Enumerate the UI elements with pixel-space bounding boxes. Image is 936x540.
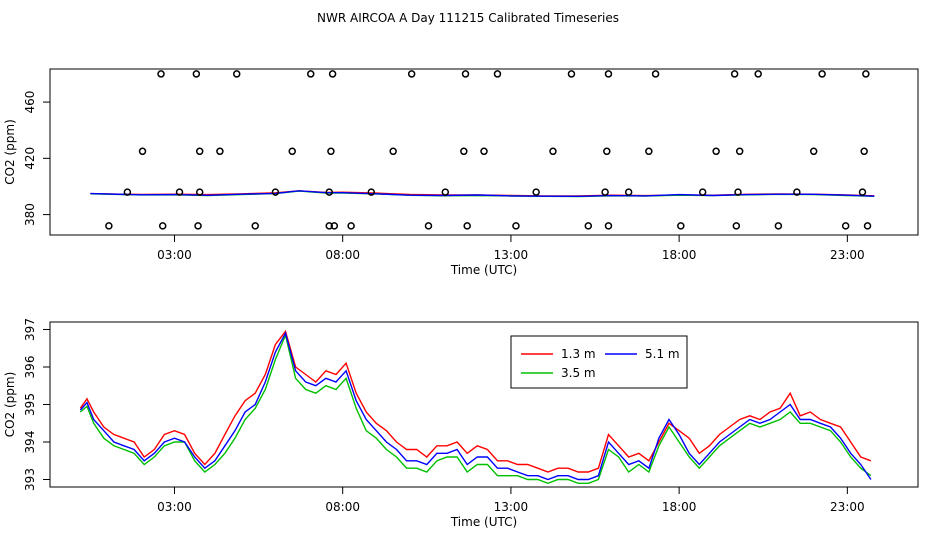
calibration-point (328, 70, 337, 78)
calibration-point (734, 188, 742, 196)
y-tick-label: 393 (23, 468, 37, 491)
calibration-point (195, 147, 204, 156)
calibration-point (216, 147, 224, 156)
calibration-point (858, 188, 867, 196)
y-tick-label: 395 (23, 393, 37, 416)
calibration-point (138, 147, 147, 156)
legend: 1.3 m 3.5 m 5.1 m (510, 335, 688, 389)
calibration-point (493, 70, 502, 78)
calibration-point (325, 222, 333, 230)
calibration-point (347, 222, 355, 230)
calibration-point (123, 188, 132, 196)
calibration-point (651, 70, 660, 78)
calibration-point (754, 70, 762, 78)
plot-frame (49, 321, 919, 488)
series-line-3-5-m (79, 332, 872, 485)
calibration-point (195, 188, 204, 196)
calibration-point (463, 222, 471, 230)
calibration-point (603, 147, 611, 156)
calibration-point (424, 222, 433, 230)
calibration-point (567, 70, 576, 78)
calibration-point (698, 188, 707, 196)
x-tick-label: 13:00 (494, 248, 529, 262)
calibration-point (175, 188, 184, 196)
calibration-point (441, 188, 450, 196)
x-tick-label: 18:00 (662, 248, 697, 262)
calibration-point (389, 147, 397, 156)
x-tick-label: 23:00 (830, 500, 865, 514)
calibration-point (251, 222, 259, 230)
calibration-point (532, 188, 540, 196)
y-tick-label: 420 (23, 147, 37, 170)
x-tick-label: 08:00 (325, 500, 360, 514)
calibration-point (325, 188, 333, 196)
calibration-point (774, 222, 783, 230)
calibration-point (601, 188, 609, 196)
calibration-point (288, 147, 296, 156)
y-tick-label: 396 (23, 356, 37, 379)
x-tick-label: 03:00 (157, 248, 192, 262)
calibration-point (732, 222, 741, 230)
calibration-point (157, 70, 165, 78)
calibration-point (232, 70, 241, 78)
legend-box (510, 335, 688, 389)
calibration-point (158, 222, 167, 230)
calibration-point (809, 147, 818, 156)
calibration-point (863, 222, 872, 230)
calibration-point (512, 222, 520, 230)
calibration-point (677, 222, 685, 230)
figure-title: NWR AIRCOA A Day 111215 Calibrated Times… (317, 11, 619, 25)
calibration-point (793, 188, 801, 196)
calibration-point (306, 70, 315, 78)
series-line-5-1-m (79, 331, 872, 481)
legend-label: 3.5 m (561, 366, 596, 380)
calibration-point (735, 147, 744, 156)
calibration-point (549, 147, 557, 156)
calibration-point (327, 147, 335, 156)
bottom-panel: 03:00 08:00 13:00 18:00 23:00 393 394 395 396 397… (3, 318, 919, 529)
calibration-point (330, 222, 339, 230)
calibration-point (624, 188, 633, 196)
y-tick-label: 397 (23, 318, 37, 341)
y-tick-label: 460 (23, 91, 37, 114)
calibration-point (860, 147, 868, 156)
x-tick-label: 18:00 (662, 500, 697, 514)
calibration-point (818, 70, 826, 78)
calibration-point (584, 222, 593, 230)
calibration-point (712, 147, 720, 156)
calibration-point (407, 70, 416, 78)
series-line-1-3-m (79, 329, 872, 473)
calibration-point (841, 222, 850, 230)
x-tick-label: 08:00 (325, 248, 360, 262)
plot-frame (49, 68, 919, 236)
calibration-point (271, 188, 280, 196)
y-axis-label: CO2 (ppm) (3, 372, 17, 438)
legend-label: 5.1 m (645, 347, 680, 361)
series-line-5-1-m (90, 190, 875, 198)
calibration-point (194, 222, 202, 230)
calibration-point (105, 222, 113, 230)
x-tick-label: 03:00 (157, 500, 192, 514)
calibration-point (862, 70, 870, 78)
calibration-point (604, 70, 613, 78)
x-axis-label: Time (UTC) (450, 263, 517, 277)
calibration-point (192, 70, 201, 78)
legend-label: 1.3 m (561, 347, 596, 361)
calibration-point (460, 147, 468, 156)
x-tick-label: 13:00 (494, 500, 529, 514)
y-tick-label: 380 (23, 203, 37, 226)
calibration-point (367, 188, 376, 196)
x-axis-label: Time (UTC) (450, 515, 517, 529)
calibration-point (480, 147, 488, 156)
y-axis-label: CO2 (ppm) (3, 119, 17, 185)
x-tick-label: 23:00 (830, 248, 865, 262)
calibration-point (645, 147, 653, 156)
y-tick-label: 394 (23, 431, 37, 454)
calibration-point (604, 222, 613, 230)
calibration-point (461, 70, 470, 78)
top-panel: 03:00 08:00 13:00 18:00 23:00 380 420 460 Time (… (3, 68, 919, 277)
calibration-point (730, 70, 739, 78)
